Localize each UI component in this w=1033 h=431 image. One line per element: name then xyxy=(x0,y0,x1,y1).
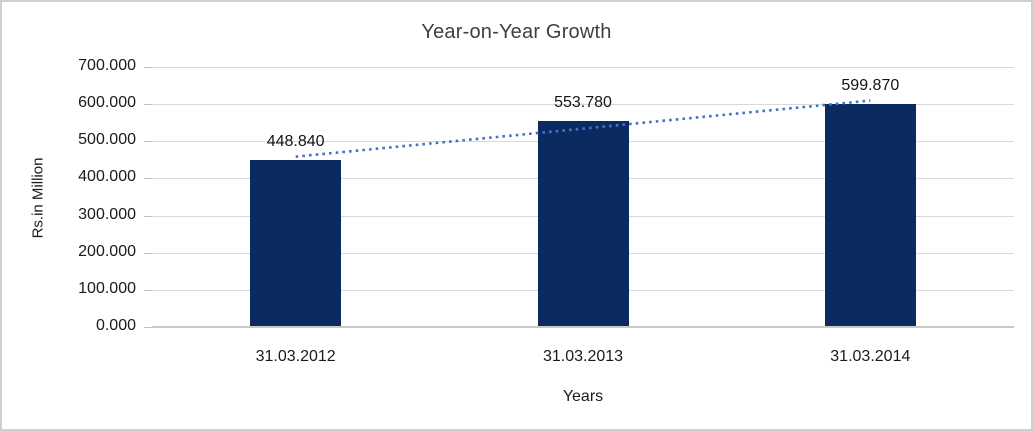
x-tick-label: 31.03.2012 xyxy=(255,348,336,365)
bar xyxy=(824,104,916,326)
y-axis-tick xyxy=(144,327,152,328)
x-tick-label: 31.03.2014 xyxy=(830,348,911,365)
y-tick-label: 400.000 xyxy=(78,168,136,186)
bar-value-label: 599.870 xyxy=(841,77,900,95)
y-tick-label: 200.000 xyxy=(78,242,136,260)
x-axis-line xyxy=(152,326,1014,328)
y-axis-tick xyxy=(144,252,152,254)
y-tick-label: 700.000 xyxy=(78,57,136,74)
gridline xyxy=(152,67,1014,68)
bar-value-label: 553.780 xyxy=(554,94,612,112)
y-tick-label: 100.000 xyxy=(78,279,136,297)
y-axis-tick xyxy=(144,67,152,68)
y-axis-tick xyxy=(144,104,152,106)
y-axis-tick xyxy=(144,178,152,180)
y-axis-tick xyxy=(144,215,152,217)
x-tick-label: 31.03.2013 xyxy=(542,348,624,365)
y-tick-label: 600.000 xyxy=(78,94,136,112)
bar xyxy=(250,160,342,326)
y-axis-tick xyxy=(144,141,152,143)
y-tick-label: 0.000 xyxy=(95,317,136,334)
y-axis-tick xyxy=(144,289,152,291)
y-tick-label: 500.000 xyxy=(78,131,136,149)
bar-value-label: 448.840 xyxy=(266,133,325,151)
chart-title: Year-on-Year Growth xyxy=(421,21,612,43)
x-axis-title: Years xyxy=(562,388,604,405)
bar xyxy=(537,121,629,326)
y-tick-label: 300.000 xyxy=(78,205,136,223)
